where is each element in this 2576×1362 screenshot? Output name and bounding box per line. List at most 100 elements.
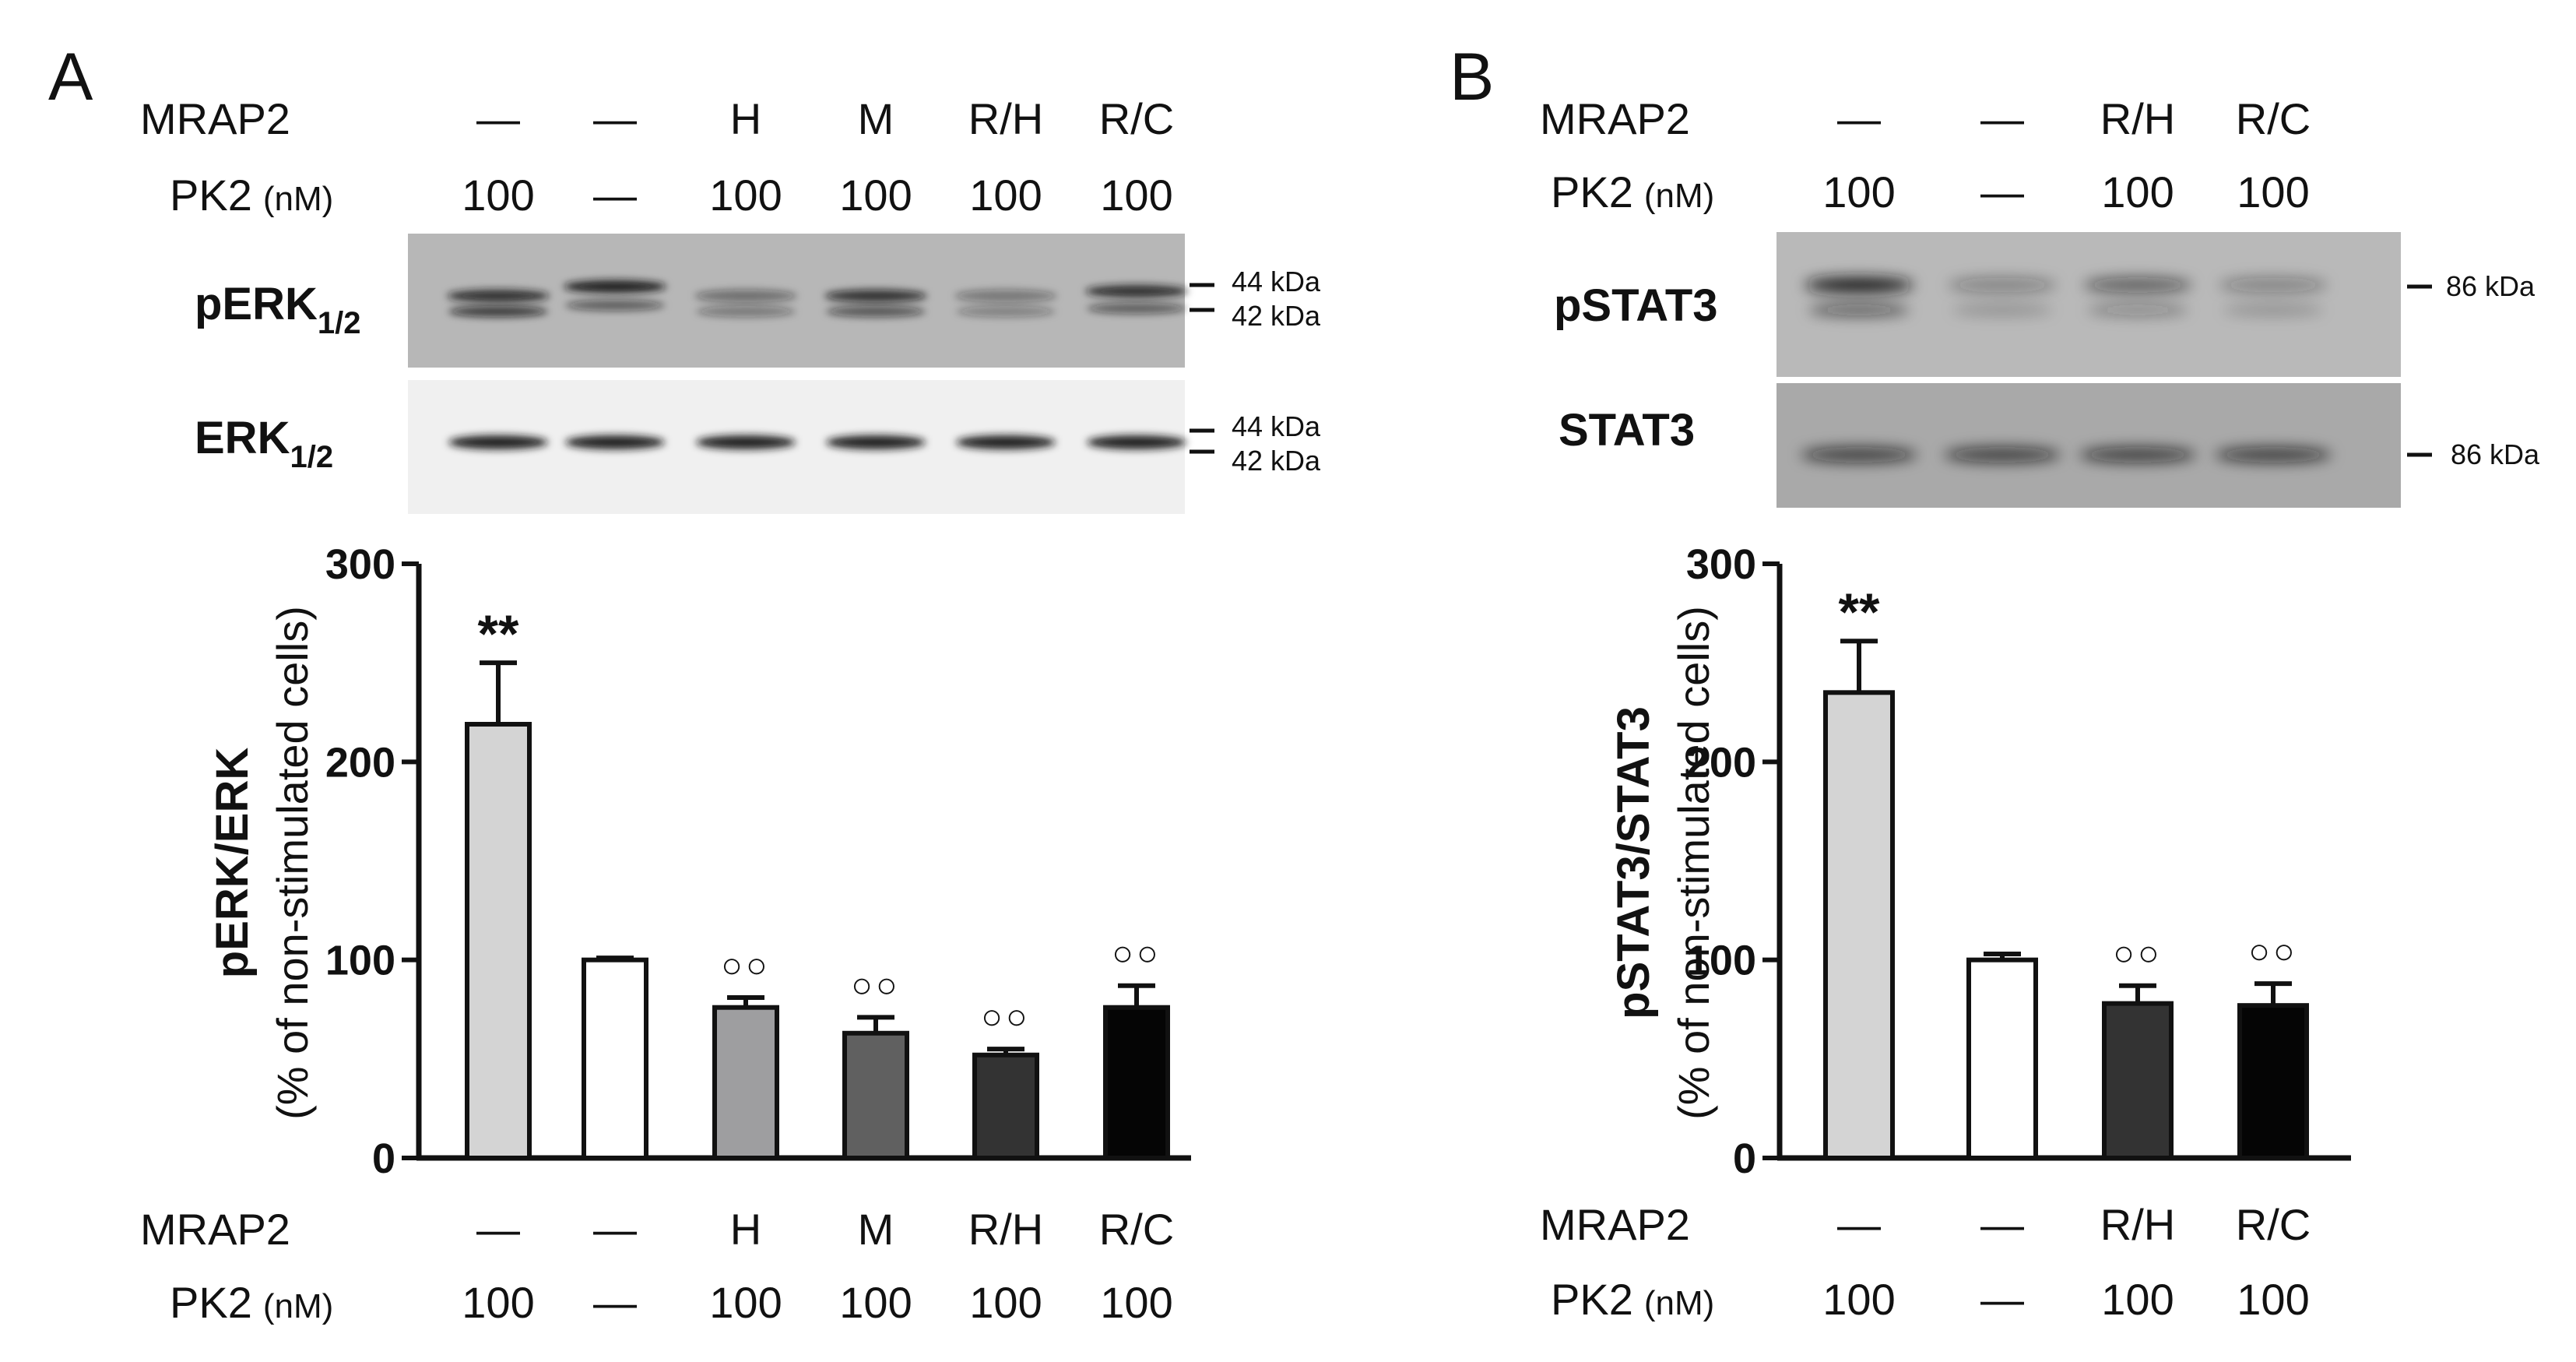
b-header-pk2-value-1: — bbox=[1980, 167, 2024, 216]
a-header-mrap2-value-1: — bbox=[593, 94, 637, 143]
chart-b-bar bbox=[1823, 690, 1895, 1160]
a-header-pk2-value-4: 100 bbox=[969, 171, 1042, 220]
b-header-mrap2-value-3: R/C bbox=[2236, 94, 2311, 143]
a-footer-mrap2-value-1: — bbox=[593, 1205, 637, 1254]
pk2-unit-text: (nM) bbox=[1644, 177, 1714, 215]
panel-a-header-mrap2-label: MRAP2 bbox=[140, 94, 290, 143]
b-footer-mrap2-value-0: — bbox=[1837, 1200, 1881, 1249]
panel-a: A MRAP2 PK2 (nM) — — H M R/H R/C 100—100 100 100… bbox=[48, 40, 1321, 1327]
chart-b-significance-label: ○○ bbox=[2113, 933, 2163, 973]
b-footer-pk2-value-3: 100 bbox=[2237, 1275, 2309, 1324]
a-header-pk2-value-5: 100 bbox=[1100, 171, 1172, 220]
a-header-mrap2-value-2: H bbox=[730, 94, 761, 143]
perk-band-upper bbox=[447, 290, 550, 302]
panel-a-header-mrap2-values: — — H M R/H R/C bbox=[476, 94, 1174, 143]
b-footer-pk2-value-1: — bbox=[1980, 1275, 2024, 1324]
erk-band bbox=[448, 435, 548, 449]
a-header-pk2-value-2: 100 bbox=[709, 171, 782, 220]
pstat3-band bbox=[1948, 277, 2057, 293]
panel-b-chart: pSTAT3/STAT3 (% of non-stimulated cells)… bbox=[1608, 541, 2351, 1182]
chart-a-significance-label: ○○ bbox=[1112, 933, 1161, 973]
panel-b-header-pk2-label: PK2 (nM) bbox=[1551, 167, 1714, 216]
chart-a-y-tick-label: 200 bbox=[325, 739, 395, 786]
perk-band-lower bbox=[956, 306, 1056, 317]
pstat3-blot-label: pSTAT3 bbox=[1554, 280, 1718, 331]
pstat3-band-lower bbox=[2087, 304, 2188, 316]
erk-marker-42-label: 42 kDa bbox=[1232, 445, 1321, 477]
a-header-pk2-value-1: — bbox=[593, 171, 637, 220]
pk2-unit-text: (nM) bbox=[1644, 1284, 1714, 1322]
chart-a-y-tick-label: 100 bbox=[325, 938, 395, 984]
chart-a-significance-label: ○○ bbox=[721, 945, 771, 985]
a-header-mrap2-value-0: — bbox=[476, 94, 520, 143]
pstat3-band-lower bbox=[1808, 304, 1910, 316]
panel-a-footer-pk2-values: 100 — 100 100 100 100 bbox=[462, 1278, 1172, 1327]
stat3-band bbox=[2215, 447, 2332, 463]
panel-a-header: MRAP2 PK2 (nM) — — H M R/H R/C 100—100 100 100 10… bbox=[140, 94, 1174, 220]
chart-a-plot: 0 100 200 300 ** ○○ ○○ ○○ ○○ bbox=[325, 541, 1191, 1182]
chart-a-bar bbox=[465, 722, 532, 1160]
chart-a-bar bbox=[1103, 1005, 1170, 1160]
chart-b-significance-label: ○○ bbox=[2248, 931, 2298, 971]
perk-band-upper bbox=[954, 290, 1057, 302]
panel-a-chart: pERK/ERK (% of non-stimulated cells) 0 10… bbox=[207, 541, 1191, 1182]
panel-a-header-pk2-label: PK2 (nM) bbox=[170, 171, 333, 220]
b-header-pk2-value-3: 100 bbox=[2237, 167, 2309, 216]
a-header-pk2-value-3: 100 bbox=[839, 171, 912, 220]
b-footer-mrap2-value-2: R/H bbox=[2100, 1200, 2175, 1249]
chart-a-bar bbox=[712, 1005, 779, 1160]
panel-b-header-mrap2-values: — — R/H R/C bbox=[1837, 94, 2311, 143]
a-footer-mrap2-value-0: — bbox=[476, 1205, 520, 1254]
pstat3-marker-label: 86 kDa bbox=[2446, 270, 2536, 302]
erk-label-sub: 1/2 bbox=[290, 440, 333, 474]
perk-marker-42-label: 42 kDa bbox=[1232, 300, 1321, 332]
stat3-blot-bands bbox=[1801, 447, 2332, 463]
panel-a-header-pk2-values: 100 — 100 100 100 100 bbox=[462, 171, 1172, 220]
a-footer-pk2-value-4: 100 bbox=[969, 1278, 1042, 1327]
b-footer-pk2-value-0: 100 bbox=[1822, 1275, 1895, 1324]
stat3-marker-label: 86 kDa bbox=[2451, 438, 2540, 470]
pk2-label-text: PK2 bbox=[1551, 1275, 1633, 1324]
chart-b-bar bbox=[1966, 957, 2038, 1160]
chart-b-ylabel-sub: (% of non-stimulated cells) bbox=[1669, 606, 1718, 1120]
chart-a-bar bbox=[582, 957, 648, 1160]
pk2-unit-text: (nM) bbox=[263, 180, 333, 218]
perk-band-lower bbox=[1087, 303, 1186, 314]
panel-b-footer: MRAP2 PK2 (nM) — — R/H R/C 100 — 100 100 bbox=[1540, 1200, 2311, 1324]
chart-b-ylabel: pSTAT3/STAT3 bbox=[1608, 706, 1659, 1019]
perk-band-upper bbox=[564, 280, 666, 293]
a-header-pk2-value-0: 100 bbox=[462, 171, 534, 220]
erk-band bbox=[1087, 435, 1186, 449]
stat3-band bbox=[1801, 447, 1917, 463]
pk2-label-text: PK2 bbox=[170, 1278, 252, 1327]
panel-b-header-pk2-values: 100 — 100 100 bbox=[1822, 167, 2309, 216]
a-footer-pk2-value-0: 100 bbox=[462, 1278, 534, 1327]
panel-a-blots: pERK1/2 44 kDa 42 kDa ERK1/2 44 kDa 42 k… bbox=[195, 234, 1321, 514]
chart-b-bar bbox=[2102, 1001, 2174, 1160]
panel-b-footer-pk2-values: 100 — 100 100 bbox=[1822, 1275, 2309, 1324]
chart-a-significance-label: ○○ bbox=[851, 964, 901, 1005]
pk2-label-text: PK2 bbox=[1551, 167, 1633, 216]
perk-label-main: pERK bbox=[195, 279, 318, 329]
erk-band bbox=[826, 435, 926, 449]
b-footer-mrap2-value-3: R/C bbox=[2236, 1200, 2311, 1249]
perk-band-upper bbox=[1085, 285, 1188, 297]
stat3-blot-background bbox=[1776, 383, 2401, 508]
panel-b-footer-pk2-label: PK2 (nM) bbox=[1551, 1275, 1714, 1324]
a-header-mrap2-value-5: R/C bbox=[1099, 94, 1174, 143]
perk-band-upper bbox=[824, 290, 927, 302]
chart-a-significance-label: ○○ bbox=[981, 996, 1031, 1036]
chart-b-bar bbox=[2237, 1003, 2309, 1160]
chart-a-bar bbox=[972, 1052, 1039, 1161]
panel-a-footer: MRAP2 PK2 (nM) — — H M R/H R/C 100—100 100 100 10… bbox=[140, 1205, 1174, 1327]
b-header-mrap2-value-0: — bbox=[1837, 94, 1881, 143]
stat3-band bbox=[1944, 447, 2061, 463]
perk-marker-44-label: 44 kDa bbox=[1232, 266, 1321, 297]
pstat3-band-lower bbox=[2223, 304, 2324, 316]
perk-band-upper bbox=[694, 290, 797, 302]
erk-label-main: ERK bbox=[195, 413, 290, 463]
chart-a-y-tick-label: 300 bbox=[325, 541, 395, 588]
a-header-mrap2-value-4: R/H bbox=[968, 94, 1043, 143]
panel-a-letter: A bbox=[48, 40, 93, 114]
panel-b-footer-mrap2-values: — — R/H R/C bbox=[1837, 1200, 2311, 1249]
